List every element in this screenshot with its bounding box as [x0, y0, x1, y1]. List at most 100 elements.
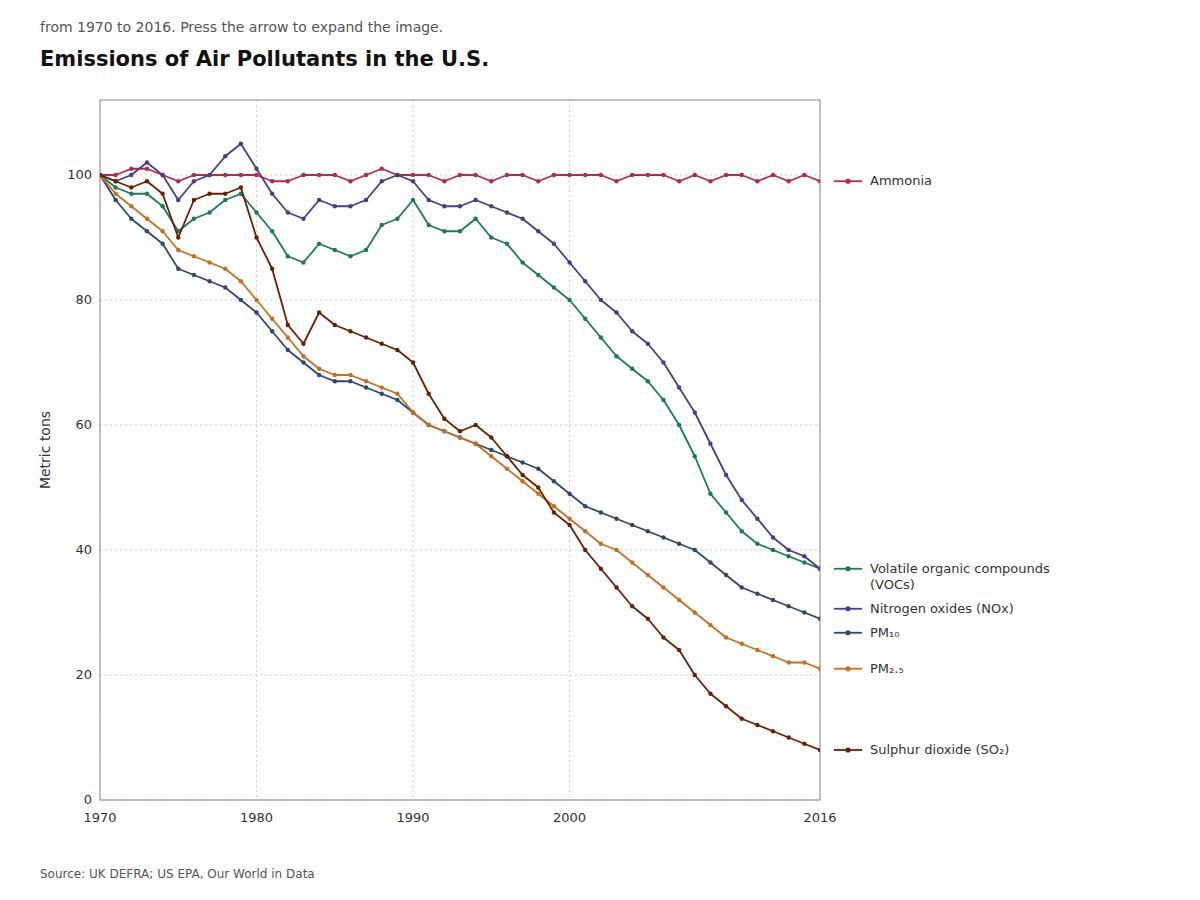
series-marker: [160, 173, 164, 177]
series-marker: [100, 173, 102, 177]
y-tick-label: 80: [75, 292, 92, 307]
series-marker: [192, 273, 196, 277]
series-marker: [755, 723, 759, 727]
series-marker: [786, 554, 790, 558]
series-marker: [552, 285, 556, 289]
series-marker: [301, 360, 305, 364]
series-marker: [552, 479, 556, 483]
legend-label: Nitrogen oxides (NOx): [870, 600, 1014, 615]
series-marker: [489, 179, 493, 183]
series-marker: [489, 435, 493, 439]
series-marker: [755, 179, 759, 183]
series-marker: [426, 423, 430, 427]
series-marker: [239, 279, 243, 283]
series-marker: [630, 560, 634, 564]
series-marker: [395, 173, 399, 177]
subtitle: from 1970 to 2016. Press the arrow to ex…: [40, 19, 443, 35]
series-marker: [411, 179, 415, 183]
series-marker: [599, 510, 603, 514]
y-grid-line: [100, 300, 820, 301]
series-marker: [505, 210, 509, 214]
series-marker: [755, 542, 759, 546]
series-marker: [301, 173, 305, 177]
series-marker: [239, 185, 243, 189]
series-marker: [567, 523, 571, 527]
series-marker: [254, 173, 258, 177]
series-marker: [333, 373, 337, 377]
series: [100, 173, 820, 671]
series-marker: [677, 542, 681, 546]
series-marker: [630, 173, 634, 177]
legend-swatch-marker: [845, 179, 850, 184]
legend-label-line: PM₂.₅: [870, 660, 904, 675]
series-marker: [708, 623, 712, 627]
series-marker: [661, 635, 665, 639]
series-marker: [426, 423, 430, 427]
series-marker: [583, 529, 587, 533]
series-marker: [442, 417, 446, 421]
series-marker: [458, 229, 462, 233]
series-marker: [818, 179, 820, 183]
series-marker: [614, 354, 618, 358]
series-marker: [473, 442, 477, 446]
series-marker: [286, 254, 290, 258]
series-marker: [270, 329, 274, 333]
series-marker: [818, 617, 820, 621]
series-marker: [786, 735, 790, 739]
series-marker: [333, 379, 337, 383]
series-marker: [536, 179, 540, 183]
series-marker: [724, 173, 728, 177]
series-marker: [239, 298, 243, 302]
series-marker: [740, 173, 744, 177]
series-marker: [113, 179, 117, 183]
x-grid-line: [256, 100, 257, 800]
series-marker: [661, 585, 665, 589]
series-marker: [207, 210, 211, 214]
legend-item: Volatile organic compounds(VOCs): [834, 560, 1050, 591]
series-marker: [348, 379, 352, 383]
series-marker: [411, 173, 415, 177]
series-marker: [301, 354, 305, 358]
y-tick-label: 0: [84, 792, 92, 807]
series-marker: [599, 298, 603, 302]
series-marker: [129, 204, 133, 208]
x-tick-label: 1970: [83, 810, 116, 825]
series-marker: [426, 223, 430, 227]
series-marker: [364, 335, 368, 339]
series-marker: [192, 179, 196, 183]
series-marker: [693, 610, 697, 614]
series-marker: [333, 204, 337, 208]
x-tick-label: 1990: [396, 810, 429, 825]
series-marker: [160, 204, 164, 208]
series: [100, 173, 820, 571]
marks: [100, 142, 820, 753]
series-marker: [333, 248, 337, 252]
series-marker: [740, 642, 744, 646]
series-marker: [458, 435, 462, 439]
series-marker: [505, 454, 509, 458]
series-marker: [771, 548, 775, 552]
series-marker: [740, 529, 744, 533]
series-marker: [567, 260, 571, 264]
series-marker: [661, 535, 665, 539]
legend-item: PM₂.₅: [834, 660, 904, 675]
series-marker: [536, 273, 540, 277]
series: [100, 173, 820, 752]
series-marker: [520, 260, 524, 264]
series-marker: [129, 192, 133, 196]
series-marker: [708, 442, 712, 446]
series-marker: [207, 192, 211, 196]
series-marker: [473, 217, 477, 221]
series-marker: [426, 173, 430, 177]
series-marker: [630, 367, 634, 371]
series-marker: [176, 179, 180, 183]
series-marker: [129, 173, 133, 177]
series-marker: [693, 410, 697, 414]
series-marker: [614, 548, 618, 552]
legend-label-line: PM₁₀: [870, 624, 899, 639]
series-marker: [301, 342, 305, 346]
series-marker: [254, 235, 258, 239]
series: [100, 173, 820, 621]
series-marker: [536, 467, 540, 471]
series-marker: [740, 498, 744, 502]
